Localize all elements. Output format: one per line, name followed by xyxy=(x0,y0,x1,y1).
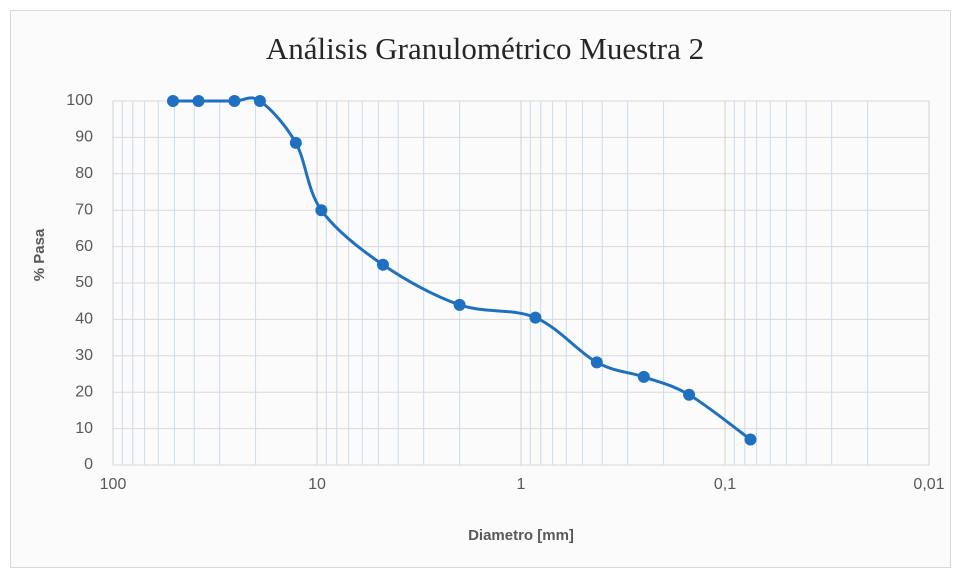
data-point xyxy=(683,388,696,401)
data-point xyxy=(228,95,241,107)
x-tick-label: 0,01 xyxy=(913,476,944,493)
data-point xyxy=(167,95,180,107)
x-axis-title: Diametro [mm] xyxy=(468,527,574,544)
data-point xyxy=(192,95,205,107)
y-tick-label: 0 xyxy=(84,456,93,473)
data-point xyxy=(453,298,466,311)
y-tick-label: 30 xyxy=(75,347,93,364)
x-tick-label: 10 xyxy=(308,476,326,493)
data-point xyxy=(637,370,650,383)
data-point xyxy=(376,258,389,271)
y-tick-label: 90 xyxy=(75,129,93,146)
y-tick-label: 50 xyxy=(75,274,93,291)
y-tick-label: 10 xyxy=(75,420,93,437)
data-point xyxy=(315,204,328,217)
x-tick-label: 0,1 xyxy=(714,476,736,493)
data-point xyxy=(590,356,603,369)
chart-frame xyxy=(10,10,951,568)
y-axis-title: % Pasa xyxy=(31,228,48,281)
chart-title: Análisis Granulométrico Muestra 2 xyxy=(266,31,704,66)
y-tick-label: 70 xyxy=(75,201,93,218)
data-point xyxy=(529,311,542,324)
y-tick-label: 80 xyxy=(75,165,93,182)
data-point xyxy=(744,433,757,446)
data-point xyxy=(289,136,302,149)
y-tick-label: 40 xyxy=(75,311,93,328)
y-tick-label: 100 xyxy=(66,92,93,109)
y-tick-label: 20 xyxy=(75,383,93,400)
x-tick-label: 1 xyxy=(517,476,526,493)
x-tick-label: 100 xyxy=(100,476,127,493)
data-point xyxy=(253,95,266,107)
y-tick-label: 60 xyxy=(75,238,93,255)
